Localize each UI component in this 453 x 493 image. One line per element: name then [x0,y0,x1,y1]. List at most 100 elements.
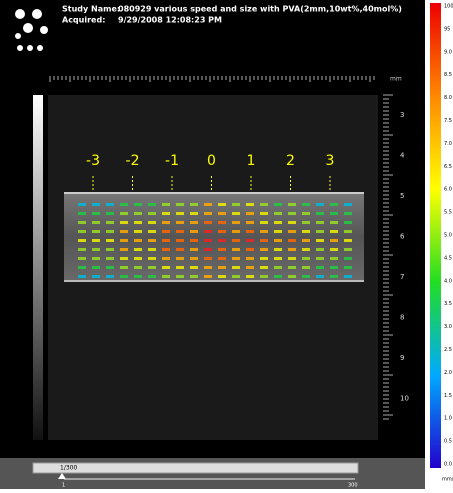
velocity-vector [120,239,128,242]
velocity-label: 4.5 [444,255,452,261]
velocity-vector [92,239,100,242]
velocity-vector [260,239,268,242]
velocity-vector [204,275,212,278]
study-label: Study Name: [62,5,120,14]
velocity-label: 4.0 [444,278,452,284]
velocity-vector [274,221,282,224]
velocity-label: 8.0 [444,95,452,101]
velocity-vector [316,230,324,233]
depth-unit: mm [390,76,402,83]
velocity-vector [190,248,198,251]
velocity-vector [134,275,142,278]
slider-track[interactable] [33,463,358,473]
acquired-date: 9/29/2008 12:08:23 PM [118,16,222,25]
slider-min: 1 [62,483,65,489]
velocity-vector [176,221,184,224]
velocity-vector [288,275,296,278]
velocity-vector [218,212,226,215]
velocity-vector [204,230,212,233]
velocity-vector [148,203,156,206]
slider-max: 300 [348,483,358,489]
velocity-vector [218,221,226,224]
velocity-vector [162,221,170,224]
velocity-vector [204,257,212,260]
velocity-vector [148,257,156,260]
velocity-vector [218,248,226,251]
velocity-vector [232,266,240,269]
velocity-vector [134,257,142,260]
velocity-vector [302,239,310,242]
velocity-vector [106,203,114,206]
velocity-vector [78,257,86,260]
gray-bar [33,95,43,440]
velocity-bar [430,3,441,468]
velocity-vector [106,257,114,260]
velocity-vector [302,275,310,278]
velocity-label: 7.5 [444,118,452,124]
velocity-label: 1.0 [444,416,452,422]
velocity-vector [316,248,324,251]
velocity-vector [288,248,296,251]
velocity-vector [176,248,184,251]
velocity-vector [274,239,282,242]
velocity-vector [288,266,296,269]
velocity-vector [120,266,128,269]
depth-label: 3 [400,111,404,119]
velocity-vector [162,248,170,251]
velocity-vector [176,239,184,242]
velocity-vector [190,203,198,206]
position-label: 2 [286,153,295,169]
velocity-vector [106,239,114,242]
velocity-vector [190,221,198,224]
velocity-vector [134,266,142,269]
velocity-vector [176,275,184,278]
velocity-vector [246,275,254,278]
velocity-vector [316,239,324,242]
velocity-vector [190,239,198,242]
velocity-vector [176,230,184,233]
velocity-label: 100 [444,4,453,10]
velocity-vector [204,212,212,215]
velocity-vector [232,275,240,278]
velocity-vector [106,248,114,251]
acquired-label: Acquired: [62,16,105,25]
velocity-vector [274,275,282,278]
velocity-vector [148,221,156,224]
velocity-vector [316,203,324,206]
position-label: 3 [326,153,335,169]
velocity-vector [288,203,296,206]
velocity-label: 5.0 [444,233,452,239]
velocity-vector [120,275,128,278]
velocity-vector [344,203,352,206]
position-label: 0 [207,153,216,169]
velocity-vector [246,212,254,215]
slider-frame: 1/300 [60,465,77,472]
velocity-vector [218,239,226,242]
position-label: -3 [86,153,100,169]
velocity-vector [176,266,184,269]
velocity-vector [120,248,128,251]
position-label: -2 [126,153,140,169]
velocity-vector [120,212,128,215]
velocity-vector [232,212,240,215]
velocity-vector [106,212,114,215]
velocity-vector [344,239,352,242]
velocity-vector [274,203,282,206]
velocity-vector [316,257,324,260]
velocity-vector [78,248,86,251]
velocity-vector [120,230,128,233]
velocity-vector [260,203,268,206]
velocity-vector [204,266,212,269]
velocity-vector [246,248,254,251]
velocity-vector [246,257,254,260]
velocity-vector [260,257,268,260]
velocity-vector [344,230,352,233]
velocity-vector [288,221,296,224]
velocity-vector [288,239,296,242]
velocity-vector [162,212,170,215]
velocity-vector [260,212,268,215]
velocity-vector [78,203,86,206]
velocity-vector [330,266,338,269]
velocity-vector [232,221,240,224]
velocity-vector [162,275,170,278]
